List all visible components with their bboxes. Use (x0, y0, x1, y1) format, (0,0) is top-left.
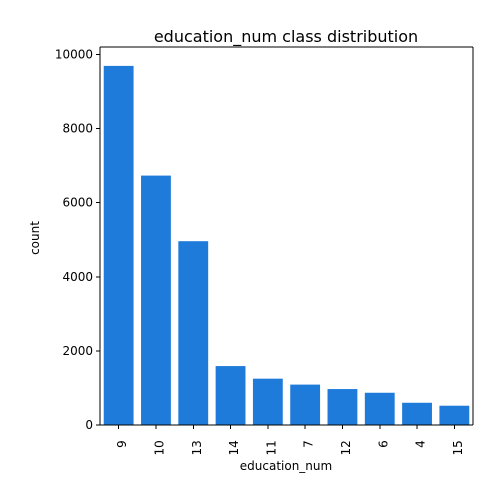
y-tick-label: 6000 (62, 196, 93, 210)
bar-14 (215, 366, 246, 425)
y-tick-label: 10000 (55, 47, 93, 61)
x-tick-label: 12 (339, 440, 353, 455)
bar-10 (141, 175, 171, 425)
bar-9 (103, 65, 134, 426)
x-axis-label: education_num (240, 459, 332, 473)
y-tick-label: 8000 (62, 122, 93, 136)
x-tick-label: 11 (264, 440, 278, 455)
x-tick-label: 14 (227, 440, 241, 455)
x-tick-label: 15 (451, 440, 465, 455)
x-tick-label: 9 (115, 440, 129, 448)
bar-12 (327, 389, 358, 425)
x-tick-label: 10 (152, 440, 166, 455)
bar-4 (402, 402, 432, 425)
y-tick-label: 2000 (62, 344, 93, 358)
x-tick-label: 6 (376, 440, 390, 448)
bar-11 (252, 378, 283, 425)
y-tick-label: 0 (85, 418, 93, 432)
x-axis: 9 10 13 14 11 7 12 6 4 15 (115, 425, 465, 455)
bar-7 (290, 384, 321, 425)
bar-15 (439, 405, 470, 425)
bar-6 (364, 392, 395, 425)
x-tick-label: 7 (302, 440, 316, 448)
x-tick-label: 4 (414, 440, 428, 448)
y-axis-label: count (28, 221, 42, 255)
y-tick-label: 4000 (62, 270, 93, 284)
chart-title: education_num class distribution (154, 27, 418, 47)
bars-group (103, 65, 470, 426)
x-tick-label: 13 (190, 440, 204, 455)
bar-13 (178, 241, 209, 425)
y-axis: 0 2000 4000 6000 8000 10000 (55, 47, 100, 432)
